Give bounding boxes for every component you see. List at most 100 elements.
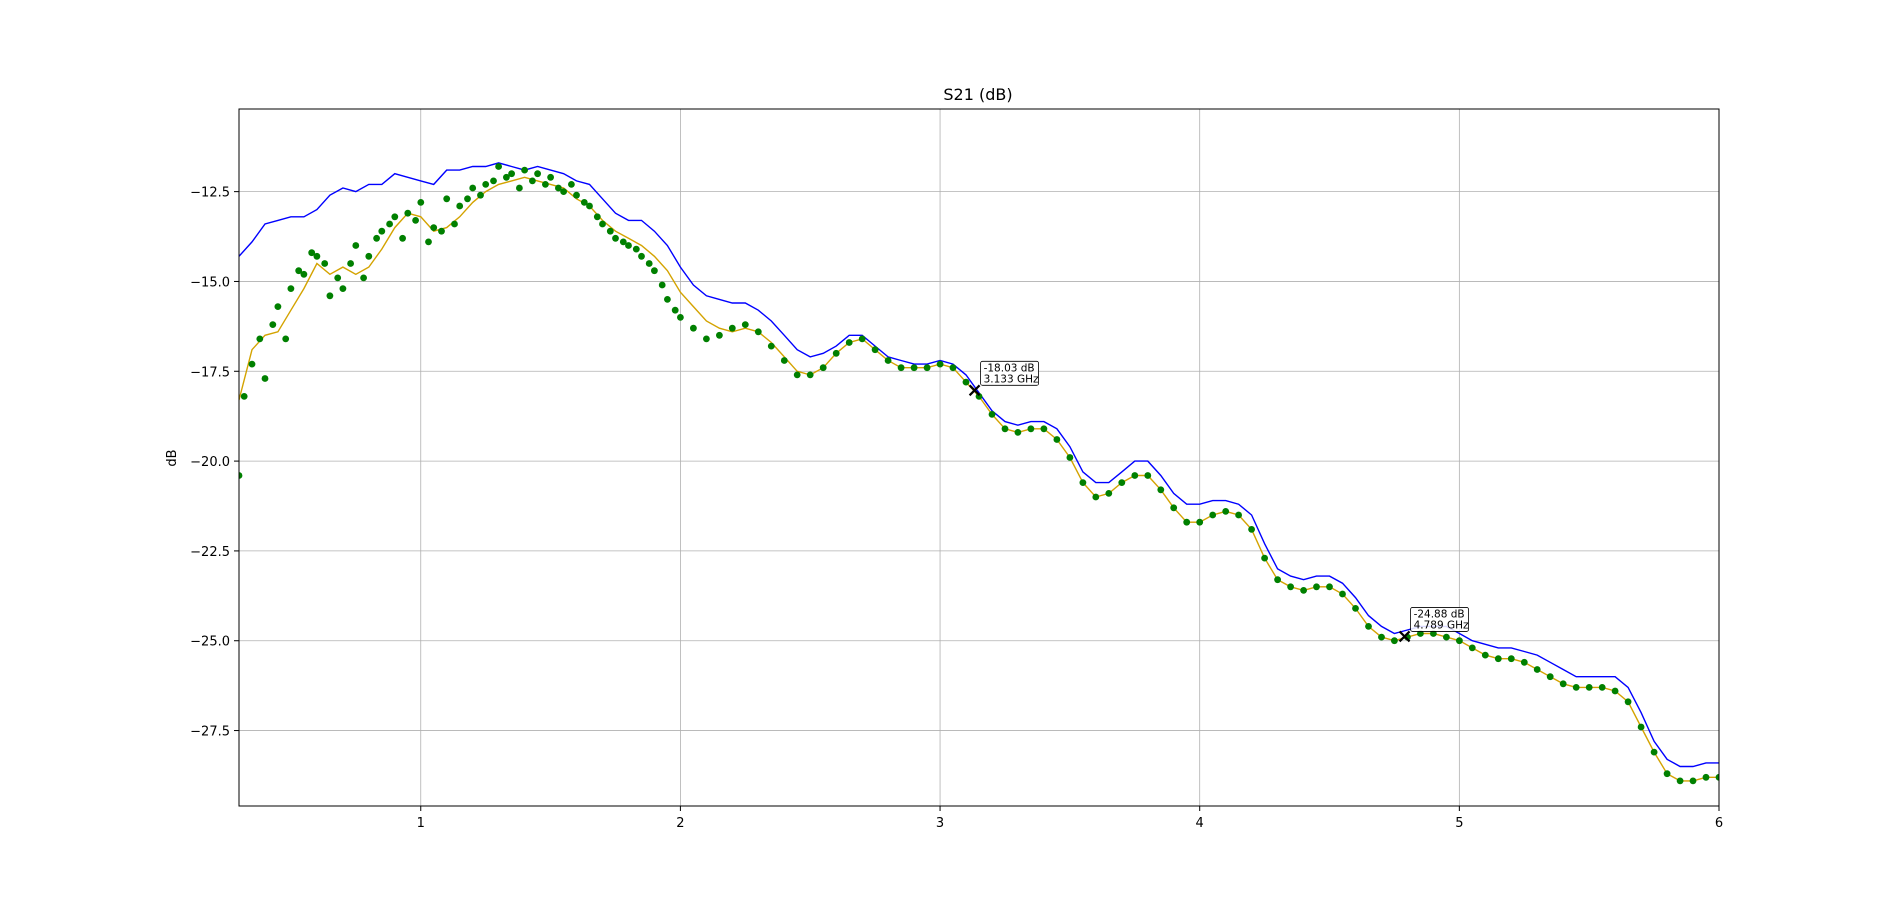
scatter-point (1507, 655, 1515, 663)
scatter-point (625, 242, 632, 249)
scatter-point (240, 393, 248, 400)
scatter-point (256, 335, 264, 343)
scatter-point (477, 191, 484, 199)
scatter-point (1183, 518, 1191, 526)
scatter-point (399, 234, 406, 242)
scatter-point (741, 321, 749, 328)
scatter-point (845, 339, 853, 346)
scatter-point (547, 173, 554, 181)
scatter-point (716, 331, 723, 339)
scatter-point (1040, 425, 1048, 433)
scatter-point (347, 260, 354, 267)
scatter-point (988, 411, 996, 418)
scatter-point (767, 342, 775, 350)
y-tick-label: −20.0 (190, 455, 230, 470)
scatter-point (261, 375, 269, 382)
scatter-point (521, 166, 528, 174)
scatter-point (754, 328, 762, 336)
scatter-point (438, 227, 445, 235)
scatter-point (1287, 583, 1294, 591)
scatter-point (1274, 576, 1281, 584)
scatter-point (1378, 633, 1385, 641)
scatter-point (1079, 479, 1087, 486)
x-tick-label: 5 (1455, 816, 1463, 831)
scatter-point (482, 181, 490, 188)
scatter-point (1326, 583, 1333, 591)
scatter-point (1365, 623, 1372, 630)
scatter-point (1624, 698, 1632, 706)
scatter-point (469, 184, 477, 192)
scatter-point (334, 274, 342, 282)
scatter-point (1352, 605, 1359, 612)
marker-1: -18.03 dB3.133 GHz (968, 360, 1039, 397)
scatter-point (1339, 590, 1346, 598)
scatter-point (910, 364, 918, 372)
scatter-point (1456, 637, 1463, 645)
scatter-point (1209, 511, 1217, 519)
scatter-point (690, 324, 697, 332)
scatter-point (326, 292, 334, 300)
marker-label-box (1410, 607, 1469, 632)
scatter-point (1520, 658, 1528, 666)
scatter-point (580, 199, 588, 206)
marker-cross (1398, 630, 1411, 643)
scatter-point (1650, 748, 1658, 756)
scatter-point (780, 357, 788, 364)
scatter-point (1546, 673, 1554, 681)
y-tick-label: −12.5 (190, 186, 230, 201)
scatter-point (832, 349, 840, 357)
scatter-point (819, 364, 827, 372)
scatter-point (239, 472, 243, 479)
markers: -18.03 dB3.133 GHz -24.88 dB4.789 GHz (968, 360, 1469, 643)
scatter-point (503, 173, 510, 181)
scatter-point (619, 238, 627, 246)
scatter-point (248, 360, 256, 368)
scatter-point (1014, 429, 1022, 436)
scatter-point (962, 378, 970, 386)
scatter-point (430, 224, 438, 232)
scatter-point (1533, 666, 1541, 673)
scatter-point (1144, 472, 1152, 479)
scatter-point (443, 195, 451, 203)
scatter-point (1676, 777, 1684, 785)
scatter-point (373, 234, 380, 242)
scatter-point (871, 346, 879, 354)
scatter-point (1066, 454, 1074, 461)
scatter-point (897, 364, 905, 372)
scatter-point (1689, 777, 1697, 785)
scatter-point (391, 213, 399, 221)
scatter-point (404, 209, 412, 217)
scatter-point (464, 195, 471, 203)
scatter-point (560, 188, 567, 196)
scatter-point (949, 364, 957, 372)
marker-value-label: -24.88 dB (1414, 608, 1465, 620)
axis-ticks: 1 2 3 4 5 6 −12.5 −15.0 −17.5 −20.0 −22.5 −25.0 −27.… (190, 186, 1723, 831)
series-line-0 (239, 162, 1719, 768)
scatter-point (858, 335, 866, 343)
scatter-point (378, 227, 386, 235)
scatter-point (923, 364, 931, 372)
scatter-point (1092, 493, 1100, 501)
scatter-point (703, 335, 710, 343)
scatter-point (1118, 479, 1126, 486)
scatter-point (1157, 486, 1165, 494)
scatter-point (1053, 436, 1061, 443)
marker-cross (968, 384, 981, 397)
scatter-point (1715, 773, 1719, 781)
scatter-point (534, 170, 541, 178)
scatter-point (339, 285, 347, 292)
scatter-point (490, 177, 497, 185)
x-tick-label: 1 (417, 816, 425, 831)
scatter-point (664, 296, 671, 303)
scatter-point (1559, 680, 1567, 688)
scatter-point (1494, 655, 1502, 663)
scatter-point (1196, 518, 1204, 526)
scatter-point (936, 360, 944, 368)
scatter-point (1572, 684, 1580, 691)
scatter-point (300, 270, 308, 278)
scatter-point (573, 191, 580, 199)
scatter-point (1702, 773, 1710, 781)
scatter-point (451, 220, 458, 228)
scatter-point (425, 238, 432, 246)
